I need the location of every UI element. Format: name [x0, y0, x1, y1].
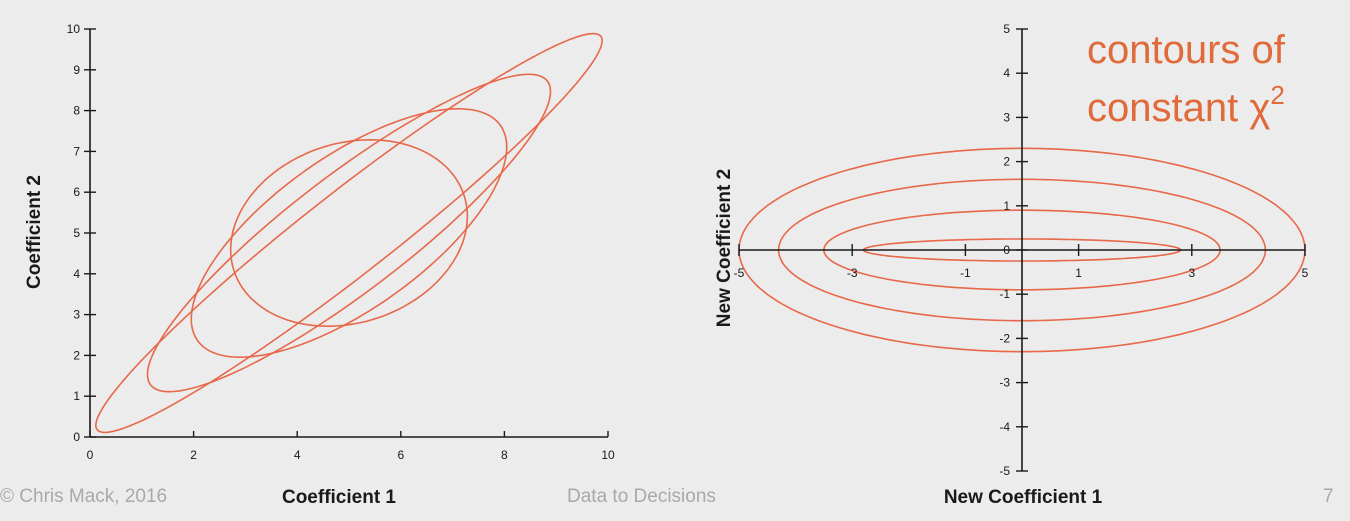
left-y-tick-label: 4: [73, 267, 80, 281]
left-y-axis-label: Coefficient 2: [24, 175, 45, 289]
right-x-tick-label: -1: [960, 266, 971, 280]
left-contour-4: [229, 138, 469, 328]
left-x-tick-label: 10: [601, 448, 615, 462]
left-y-tick-label: 0: [73, 430, 80, 444]
right-x-tick-label: 1: [1075, 266, 1082, 280]
left-x-axis-label: Coefficient 1: [282, 487, 396, 508]
chart-coefficients: 0 2 4 6 8 10 0 1 2 3 4 5 6 7 8 9 10 Coefficient 1 Coeffi…: [24, 22, 615, 508]
left-y-tick-label: 8: [73, 104, 80, 118]
right-x-tick-label: 5: [1302, 266, 1309, 280]
left-y-tick-label: 9: [73, 63, 80, 77]
left-y-tick-label: 2: [73, 348, 80, 362]
footer-copyright: © Chris Mack, 2016: [0, 486, 168, 507]
left-axes: 0 2 4 6 8 10 0 1 2 3 4 5 6 7 8 9 10: [67, 22, 615, 462]
annotation-line-2: constant χ2: [1087, 80, 1285, 130]
right-x-tick-label: 3: [1188, 266, 1195, 280]
chart-new-coefficients: -5 -3 -1 1 3 5 -5 -4 -3 -2 -1 0 1 2 3 4 5 New Coefficien…: [714, 22, 1309, 508]
left-y-tick-label: 6: [73, 185, 80, 199]
right-y-tick-label: 2: [1003, 155, 1010, 169]
annotation: contours of constant χ2: [1087, 28, 1286, 130]
right-y-tick-label: -4: [999, 420, 1010, 434]
left-y-tick-label: 7: [73, 144, 80, 158]
right-x-axis-label: New Coefficient 1: [944, 487, 1103, 508]
left-x-tick-label: 4: [294, 448, 301, 462]
right-x-tick-label: -5: [734, 266, 745, 280]
left-contour-3: [190, 108, 508, 359]
right-x-tick-label: -3: [847, 266, 858, 280]
left-y-tick-label: 5: [73, 226, 80, 240]
left-contour-1: [94, 32, 604, 434]
left-x-tick-label: 6: [397, 448, 404, 462]
left-y-tick-label: 1: [73, 389, 80, 403]
left-y-tick-label: 10: [67, 22, 81, 36]
right-y-tick-label: 4: [1003, 66, 1010, 80]
left-x-tick-label: 2: [190, 448, 197, 462]
left-y-tick-label: 3: [73, 308, 80, 322]
annotation-superscript: 2: [1270, 80, 1284, 110]
right-y-axis-label: New Coefficient 2: [714, 169, 735, 327]
right-y-tick-label: -1: [999, 287, 1010, 301]
right-y-tick-label: 5: [1003, 22, 1010, 36]
left-contours: [94, 32, 604, 434]
annotation-line-1: contours of: [1087, 28, 1286, 72]
right-y-tick-label: -3: [999, 376, 1010, 390]
footer-title: Data to Decisions: [567, 486, 716, 507]
page-number: 7: [1323, 486, 1334, 507]
right-axes: -5 -3 -1 1 3 5 -5 -4 -3 -2 -1 0 1 2 3 4 5: [734, 22, 1309, 478]
right-y-tick-label: -5: [999, 464, 1010, 478]
right-y-tick-label: -2: [999, 331, 1010, 345]
right-y-tick-label: 1: [1003, 199, 1010, 213]
annotation-line-2-text: constant χ: [1087, 86, 1270, 130]
left-x-tick-label: 8: [501, 448, 508, 462]
right-y-tick-label: 0: [1003, 243, 1010, 257]
left-contour-2: [146, 73, 552, 393]
right-y-tick-label: 3: [1003, 110, 1010, 124]
left-x-tick-label: 0: [87, 448, 94, 462]
